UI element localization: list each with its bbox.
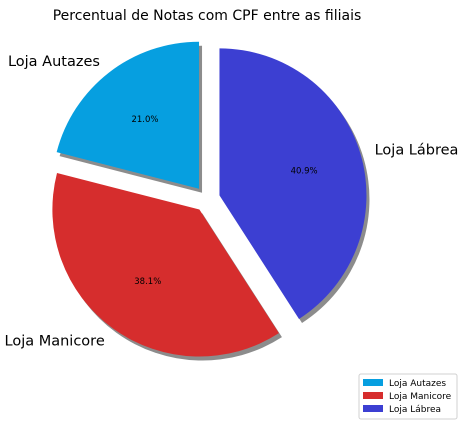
slice-labels: 21.0% Loja Autazes 38.1% Loja Manicore 40.9%… xyxy=(5,54,459,350)
legend-label-loja-manicore: Loja Manicore xyxy=(389,392,452,402)
pie-slices xyxy=(52,41,367,357)
percent-label-loja-manicore: 38.1% xyxy=(134,277,161,287)
percent-label-loja-labrea: 40.9% xyxy=(291,166,318,176)
pie-slice-loja-manicore xyxy=(52,172,279,357)
chart-title: Percentual de Notas com CPF entre as fil… xyxy=(53,8,362,24)
legend-box xyxy=(358,373,458,420)
legend-swatch-loja-manicore xyxy=(363,392,383,399)
legend-label-loja-autazes: Loja Autazes xyxy=(389,379,446,389)
legend-label-loja-labrea: Loja Lábrea xyxy=(389,405,441,415)
legend: Loja Autazes Loja Manicore Loja Lábrea xyxy=(358,373,458,420)
slice-label-loja-autazes: Loja Autazes xyxy=(8,54,100,70)
slice-label-loja-manicore: Loja Manicore xyxy=(5,334,105,350)
pie-slice-loja-autazes xyxy=(56,41,200,189)
percent-label-loja-autazes: 21.0% xyxy=(131,115,158,125)
slice-label-loja-labrea: Loja Lábrea xyxy=(375,143,459,159)
legend-swatch-loja-autazes xyxy=(363,379,383,386)
legend-swatch-loja-labrea xyxy=(363,405,383,412)
pie-slice-loja-labrea xyxy=(219,48,367,319)
